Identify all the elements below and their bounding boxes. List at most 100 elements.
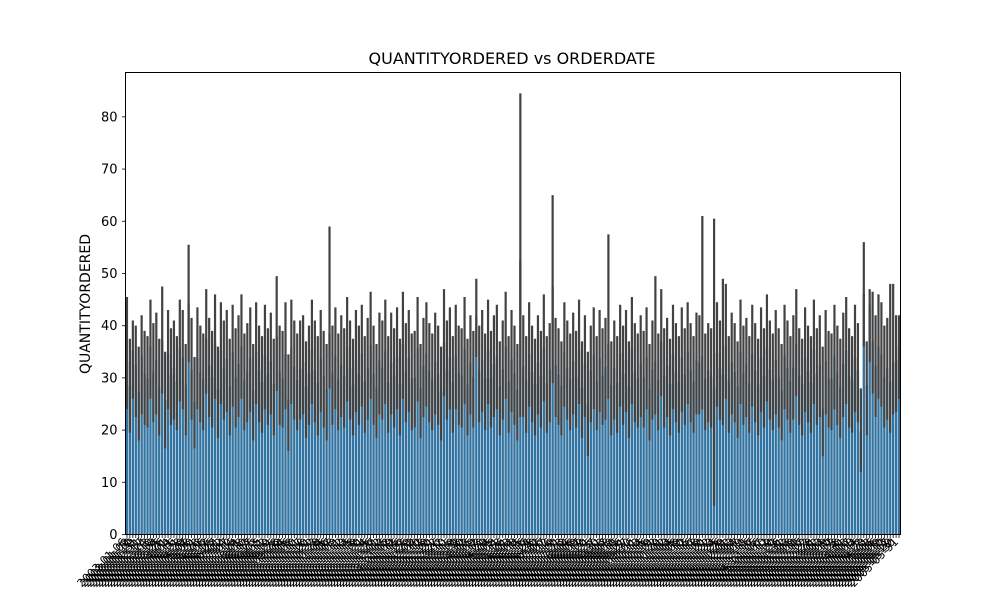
- bar: [340, 364, 343, 535]
- bar: [228, 386, 231, 535]
- bar: [639, 363, 642, 535]
- bar: [859, 431, 863, 535]
- bar: [296, 379, 299, 535]
- bar: [724, 345, 728, 535]
- bar: [707, 370, 710, 535]
- bar: [389, 362, 393, 535]
- bar: [272, 383, 275, 535]
- bar: [178, 347, 181, 535]
- bar: [125, 361, 129, 535]
- bar: [275, 336, 278, 535]
- bar: [266, 374, 270, 535]
- bar: [263, 354, 267, 535]
- bar: [152, 371, 155, 535]
- bar: [334, 355, 337, 535]
- bar: [463, 349, 466, 535]
- bar: [771, 379, 774, 535]
- bar: [604, 366, 607, 535]
- bar: [483, 378, 487, 535]
- bar: [880, 354, 883, 535]
- bar: [842, 363, 845, 535]
- bar: [865, 385, 868, 535]
- bar: [607, 344, 610, 535]
- bar: [774, 360, 777, 535]
- bar: [442, 342, 446, 535]
- bar: [137, 391, 140, 535]
- bar: [668, 384, 672, 535]
- bar: [301, 362, 305, 535]
- bar: [249, 358, 252, 535]
- bar: [384, 351, 387, 535]
- bar: [533, 383, 537, 535]
- bar: [583, 363, 587, 535]
- bar: [345, 347, 349, 535]
- bar: [856, 370, 860, 535]
- bar: [563, 352, 566, 535]
- y-tick-label: 10: [101, 476, 118, 491]
- bar: [419, 388, 422, 535]
- bar: [522, 366, 525, 535]
- bar: [698, 362, 701, 535]
- bar: [727, 380, 730, 535]
- bar: [759, 358, 763, 535]
- y-tick-label: 50: [101, 267, 118, 282]
- bar: [504, 346, 507, 535]
- y-tick-label: 30: [101, 371, 118, 386]
- bar: [281, 377, 284, 535]
- bar: [322, 375, 325, 535]
- bar: [410, 378, 413, 535]
- bar: [196, 357, 199, 535]
- bar: [369, 345, 372, 535]
- bar: [674, 372, 678, 535]
- bar: [586, 404, 590, 535]
- bar: [172, 367, 176, 535]
- bar: [618, 353, 622, 535]
- bar: [466, 384, 469, 535]
- bar: [304, 386, 308, 535]
- bar: [821, 408, 824, 535]
- bar: [457, 372, 460, 535]
- bar: [216, 388, 220, 535]
- bar: [252, 390, 255, 535]
- bar: [665, 365, 669, 535]
- bar: [733, 372, 736, 535]
- plot-frame: [125, 72, 901, 535]
- bar: [310, 349, 314, 535]
- bar: [704, 378, 707, 535]
- bar: [319, 358, 322, 535]
- bar: [566, 368, 569, 535]
- bar: [548, 370, 551, 535]
- bar: [648, 388, 651, 535]
- bar: [510, 359, 513, 535]
- bar: [809, 382, 813, 535]
- bar: [671, 354, 675, 535]
- y-tick-label: 40: [101, 319, 118, 334]
- bar: [287, 399, 290, 535]
- bar: [592, 354, 595, 535]
- bar: [372, 373, 375, 535]
- bar: [845, 350, 848, 535]
- bar: [663, 375, 666, 535]
- bar: [695, 360, 698, 535]
- bar-series: [125, 259, 901, 535]
- bar: [243, 380, 246, 535]
- bar: [398, 384, 402, 535]
- bar: [886, 368, 889, 535]
- bar: [316, 383, 319, 535]
- bar: [454, 355, 457, 535]
- bar: [633, 371, 637, 535]
- bar: [495, 356, 499, 535]
- bar: [815, 373, 819, 535]
- bar: [451, 382, 454, 535]
- bar: [199, 372, 202, 535]
- bar: [806, 371, 810, 535]
- y-axis-ticks: 0 10 20 30 40 50 60 70 80: [101, 110, 126, 543]
- bar: [131, 350, 135, 535]
- bar: [783, 355, 786, 535]
- bar: [331, 372, 334, 535]
- y-tick-label: 70: [101, 163, 118, 178]
- bar: [205, 338, 208, 535]
- bar: [513, 373, 516, 535]
- bar: [730, 362, 733, 535]
- bar: [507, 381, 510, 535]
